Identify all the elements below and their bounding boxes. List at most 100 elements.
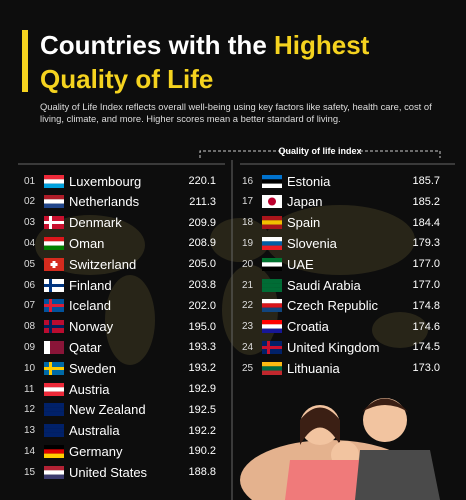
index-value: 177.0 (412, 258, 440, 271)
title-text: Countries with the (40, 30, 274, 60)
country: Austria (69, 381, 110, 397)
rank: 09 (24, 341, 36, 353)
country: Slovenia (287, 235, 337, 251)
rank: 01 (24, 175, 36, 187)
country: Estonia (287, 173, 331, 189)
flag-part (44, 411, 64, 417)
table-row: 22 Czech Republic 174.8 (242, 297, 440, 315)
table-row: 09 Qatar 193.3 (24, 338, 216, 356)
flag-part (50, 262, 58, 266)
country: Finland (69, 277, 112, 293)
flag (44, 195, 64, 209)
flag-part (262, 278, 282, 283)
subtitle: Quality of Life Index reflects overall w… (40, 101, 432, 124)
flag-part (44, 178, 64, 184)
title-highlight: Quality of Life (40, 64, 214, 94)
flag-part (44, 245, 64, 250)
flag-part (262, 183, 282, 188)
flag-part (44, 428, 64, 433)
country: Denmark (69, 215, 122, 231)
table-row: 06 Finland 203.8 (24, 276, 216, 294)
rank: 05 (24, 258, 36, 270)
country: New Zealand (69, 402, 146, 418)
index-value: 185.7 (412, 175, 440, 187)
flag-part (262, 299, 282, 304)
index-value: 173.0 (412, 362, 440, 375)
flag-part (44, 174, 64, 179)
country: United Kingdom (287, 339, 380, 355)
table-row: 20 UAE 177.0 (242, 255, 440, 273)
title: Countries with the Highest Quality of Lif… (40, 28, 369, 96)
index-value: 192.9 (188, 383, 216, 395)
flag-part (262, 224, 282, 230)
flag-part (44, 340, 50, 354)
index-value: 174.6 (412, 320, 440, 333)
flag-part (262, 328, 282, 334)
flag-part (44, 366, 64, 370)
country: Germany (69, 443, 123, 459)
country: United States (69, 464, 148, 480)
index-value: 188.8 (188, 466, 216, 479)
index-value: 208.9 (188, 237, 216, 250)
flag-part (44, 465, 64, 471)
flag-part (44, 444, 64, 450)
index-value: 205.0 (188, 258, 216, 271)
flag-part (44, 203, 64, 209)
country: Netherlands (69, 194, 140, 210)
table-row: 19 Slovenia 179.3 (242, 234, 440, 252)
flag-part (44, 391, 64, 396)
flag-part (44, 407, 64, 412)
table-row: 25 Lithuania 173.0 (242, 359, 440, 377)
flag-part (262, 245, 282, 250)
flag-part (262, 266, 282, 271)
flag-part (44, 236, 64, 242)
flag (262, 320, 282, 334)
table-row: 11 Austria 192.9 (24, 380, 216, 398)
flag-part (44, 221, 64, 225)
flag (44, 361, 64, 375)
flag-part (44, 453, 64, 458)
flag (44, 382, 64, 396)
flag-part (44, 403, 64, 408)
flag-part (262, 241, 282, 246)
country: Spain (287, 215, 321, 231)
rank: 16 (242, 175, 254, 187)
index-value: 174.8 (412, 299, 440, 312)
flag (44, 320, 64, 334)
flag (44, 278, 64, 292)
table-row: 02 Netherlands 211.3 (24, 193, 216, 211)
flag-part (44, 325, 64, 329)
flag (44, 444, 64, 458)
country: Sweden (69, 360, 116, 376)
rank: 14 (24, 445, 36, 457)
index-value: 190.2 (188, 445, 216, 458)
rank: 02 (24, 196, 36, 208)
country: Saudi Arabia (287, 277, 361, 293)
country: Norway (69, 319, 114, 335)
table-row: 13 Australia 192.2 (24, 422, 216, 440)
flag-part (44, 386, 64, 392)
table-row: 23 Croatia 174.6 (242, 318, 440, 336)
index-value: 184.4 (412, 216, 440, 229)
index-value: 203.8 (188, 279, 216, 291)
flag-part (44, 304, 64, 308)
flag-part (44, 382, 64, 387)
rank: 07 (24, 300, 36, 312)
flag-part (44, 199, 64, 204)
flag-part (262, 320, 282, 325)
flag-part (44, 283, 64, 287)
rank: 13 (24, 425, 36, 437)
table-row: 15 United States 188.8 (24, 463, 216, 481)
table-row: 12 New Zealand 192.5 (24, 401, 216, 419)
flag (44, 403, 64, 417)
flag (44, 465, 64, 479)
flag (262, 257, 282, 271)
table-row: 24 United Kingdom 174.5 (242, 338, 440, 356)
rank: 24 (242, 341, 254, 353)
flag-part (262, 345, 282, 349)
table-row: 21 Saudi Arabia 177.0 (242, 276, 440, 294)
rank: 04 (24, 237, 36, 249)
table-row: 04 Oman 208.9 (24, 234, 216, 252)
flag (262, 236, 282, 250)
